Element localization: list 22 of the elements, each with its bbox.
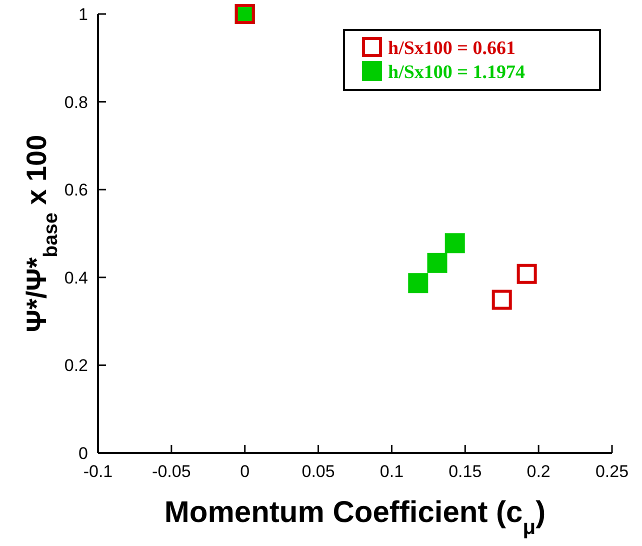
x-tick-label: 0.2 <box>526 462 550 481</box>
x-tick-label: 0.1 <box>380 462 404 481</box>
x-tick-label: -0.1 <box>83 462 113 481</box>
legend-label: h/Sx100 = 1.1974 <box>388 62 526 83</box>
y-tick-label: 1 <box>78 5 88 24</box>
legend-label: h/Sx100 = 0.661 <box>388 38 516 59</box>
point <box>516 264 537 284</box>
x-axis-title: Momentum Coefficient (c$_{μ}$) <box>164 496 546 538</box>
point <box>492 290 512 310</box>
x-tick-label: -0.05 <box>152 462 191 481</box>
y-tick-label: 0 <box>78 444 88 463</box>
x-tick-label: 0.25 <box>595 462 629 481</box>
y-tick-label: 0.8 <box>64 92 88 112</box>
x-tick-label: 0.15 <box>448 462 482 481</box>
y-tick-label: 0.4 <box>64 268 88 288</box>
point <box>427 252 448 273</box>
y-tick-label: 0.2 <box>64 356 88 376</box>
point <box>408 273 428 294</box>
x-tick-label: 0 <box>240 462 250 481</box>
x-tick-label: 0.05 <box>302 462 335 481</box>
y-tick-label: 0.6 <box>64 180 88 200</box>
point <box>444 233 465 254</box>
